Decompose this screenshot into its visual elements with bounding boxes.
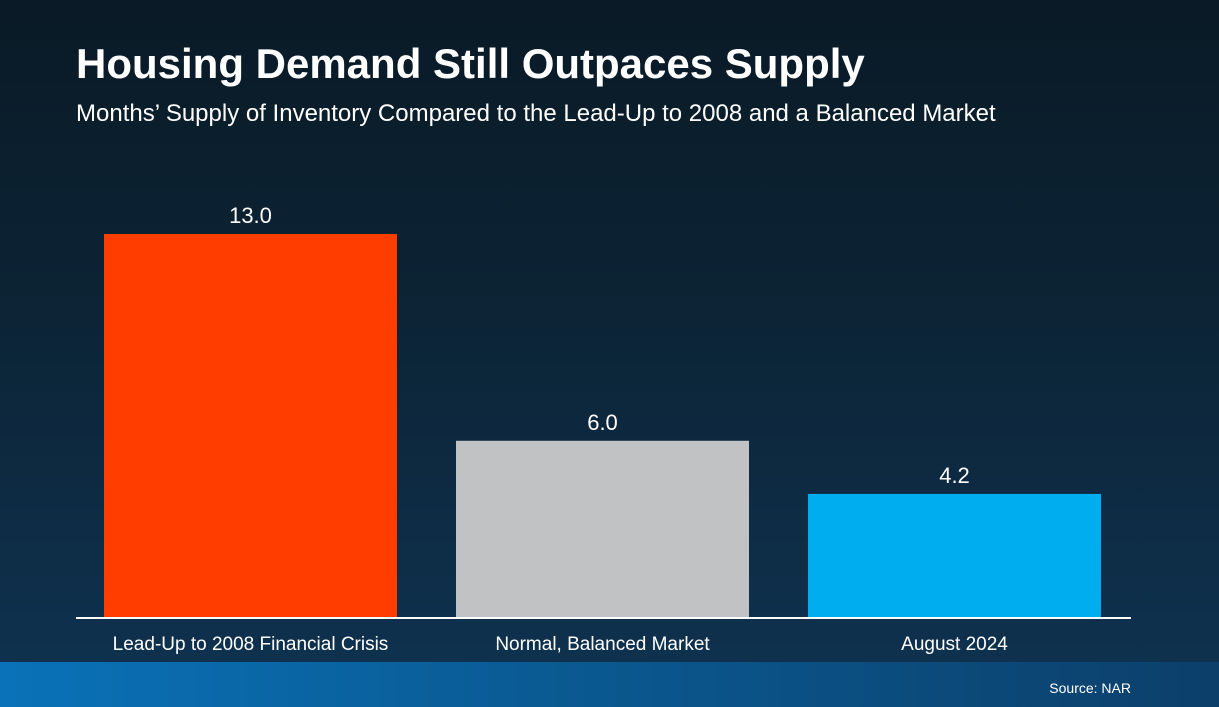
labels-group: 13.0 Lead-Up to 2008 Financial Crisis 6.0 N… — [113, 203, 1009, 655]
category-label-2: Normal, Balanced Market — [495, 634, 710, 655]
bar-1 — [104, 234, 397, 618]
bars-group — [104, 234, 1101, 618]
chart-subtitle: Months’ Supply of Inventory Compared to … — [76, 100, 996, 127]
category-label-1: Lead-Up to 2008 Financial Crisis — [113, 634, 389, 655]
category-label-3: August 2024 — [901, 634, 1008, 655]
bar-value-label-2: 6.0 — [587, 410, 618, 435]
bar-3 — [808, 493, 1101, 618]
bar-2 — [456, 440, 749, 618]
footer-bar — [0, 662, 1219, 707]
source-note: Source: NAR — [1049, 680, 1131, 696]
chart-title: Housing Demand Still Outpaces Supply — [76, 40, 865, 87]
bar-value-label-3: 4.2 — [939, 463, 970, 488]
bar-value-label-1: 13.0 — [229, 203, 272, 228]
